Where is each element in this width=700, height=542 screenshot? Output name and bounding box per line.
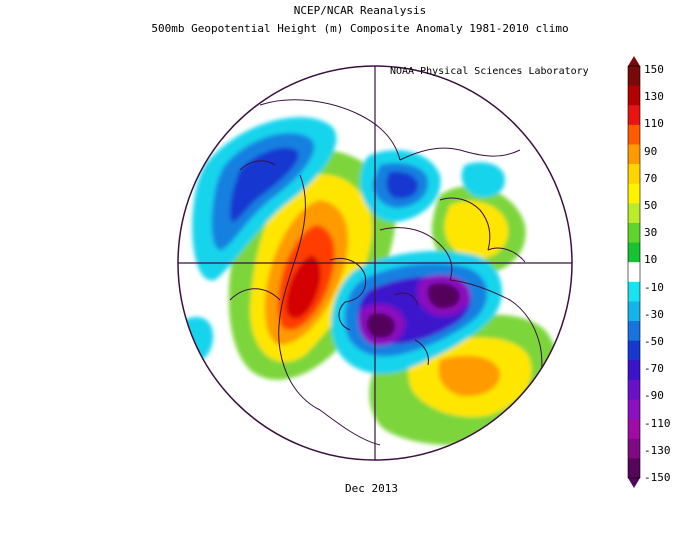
colorbar-segment [628,281,640,302]
colorbar-segment [628,399,640,420]
colorbar-tick-label: 150 [644,63,664,76]
colorbar [627,56,641,488]
colorbar-segment [628,144,640,165]
colorbar-min-arrow [628,478,640,488]
colorbar-segment [628,438,640,459]
colorbar-frame [627,65,641,479]
colorbar-segment [628,183,640,204]
chart-subtitle: 500mb Geopotential Height (m) Composite … [151,22,569,35]
colorbar-tick-label: 50 [644,199,658,212]
map-boundary [177,65,573,461]
colorbar-tick-label: -30 [644,307,664,321]
colorbar-tick-label: 30 [644,226,658,240]
colorbar-segment [628,301,640,322]
colorbar-segment [628,66,640,87]
colorbar-tick-label: -50 [644,335,664,348]
colorbar-tick-label: 110 [644,117,664,131]
colorbar-segment [628,242,640,263]
colorbar-segment [628,419,640,440]
chart-title: NCEP/NCAR Reanalysis [293,4,427,17]
colorbar-tick-label: 70 [644,171,658,185]
data-credit: NOAA Physical Sciences Laboratory [390,66,589,77]
graticule [178,66,572,460]
date-label: Dec 2013 [345,482,398,495]
colorbar-tick-label: -10 [644,280,664,294]
anomaly-field [178,66,572,460]
colorbar-tick-label: 10 [644,253,658,267]
colorbar-segment [628,164,640,185]
colorbar-segment [628,360,640,381]
colorbar-segment [628,124,640,145]
colorbar-segment [628,458,640,479]
colorbar-tick-label: 130 [644,90,664,104]
colorbar-segment [628,105,640,126]
colorbar-tick-label: -130 [644,443,671,457]
colorbar-tick-label: -70 [644,362,664,376]
colorbar-segment [628,262,640,283]
colorbar-max-arrow [628,56,640,66]
colorbar-segment [628,340,640,361]
colorbar-tick-label: -90 [644,389,664,403]
colorbar-segment [628,203,640,224]
colorbar-segment [628,222,640,244]
colorbar-tick-label: 90 [644,144,658,158]
colorbar-tick-label: -110 [644,416,671,430]
colorbar-segment [628,85,640,106]
colorbar-segment [628,321,640,342]
colorbar-segment [628,379,640,401]
colorbar-tick-label: -150 [644,471,671,484]
